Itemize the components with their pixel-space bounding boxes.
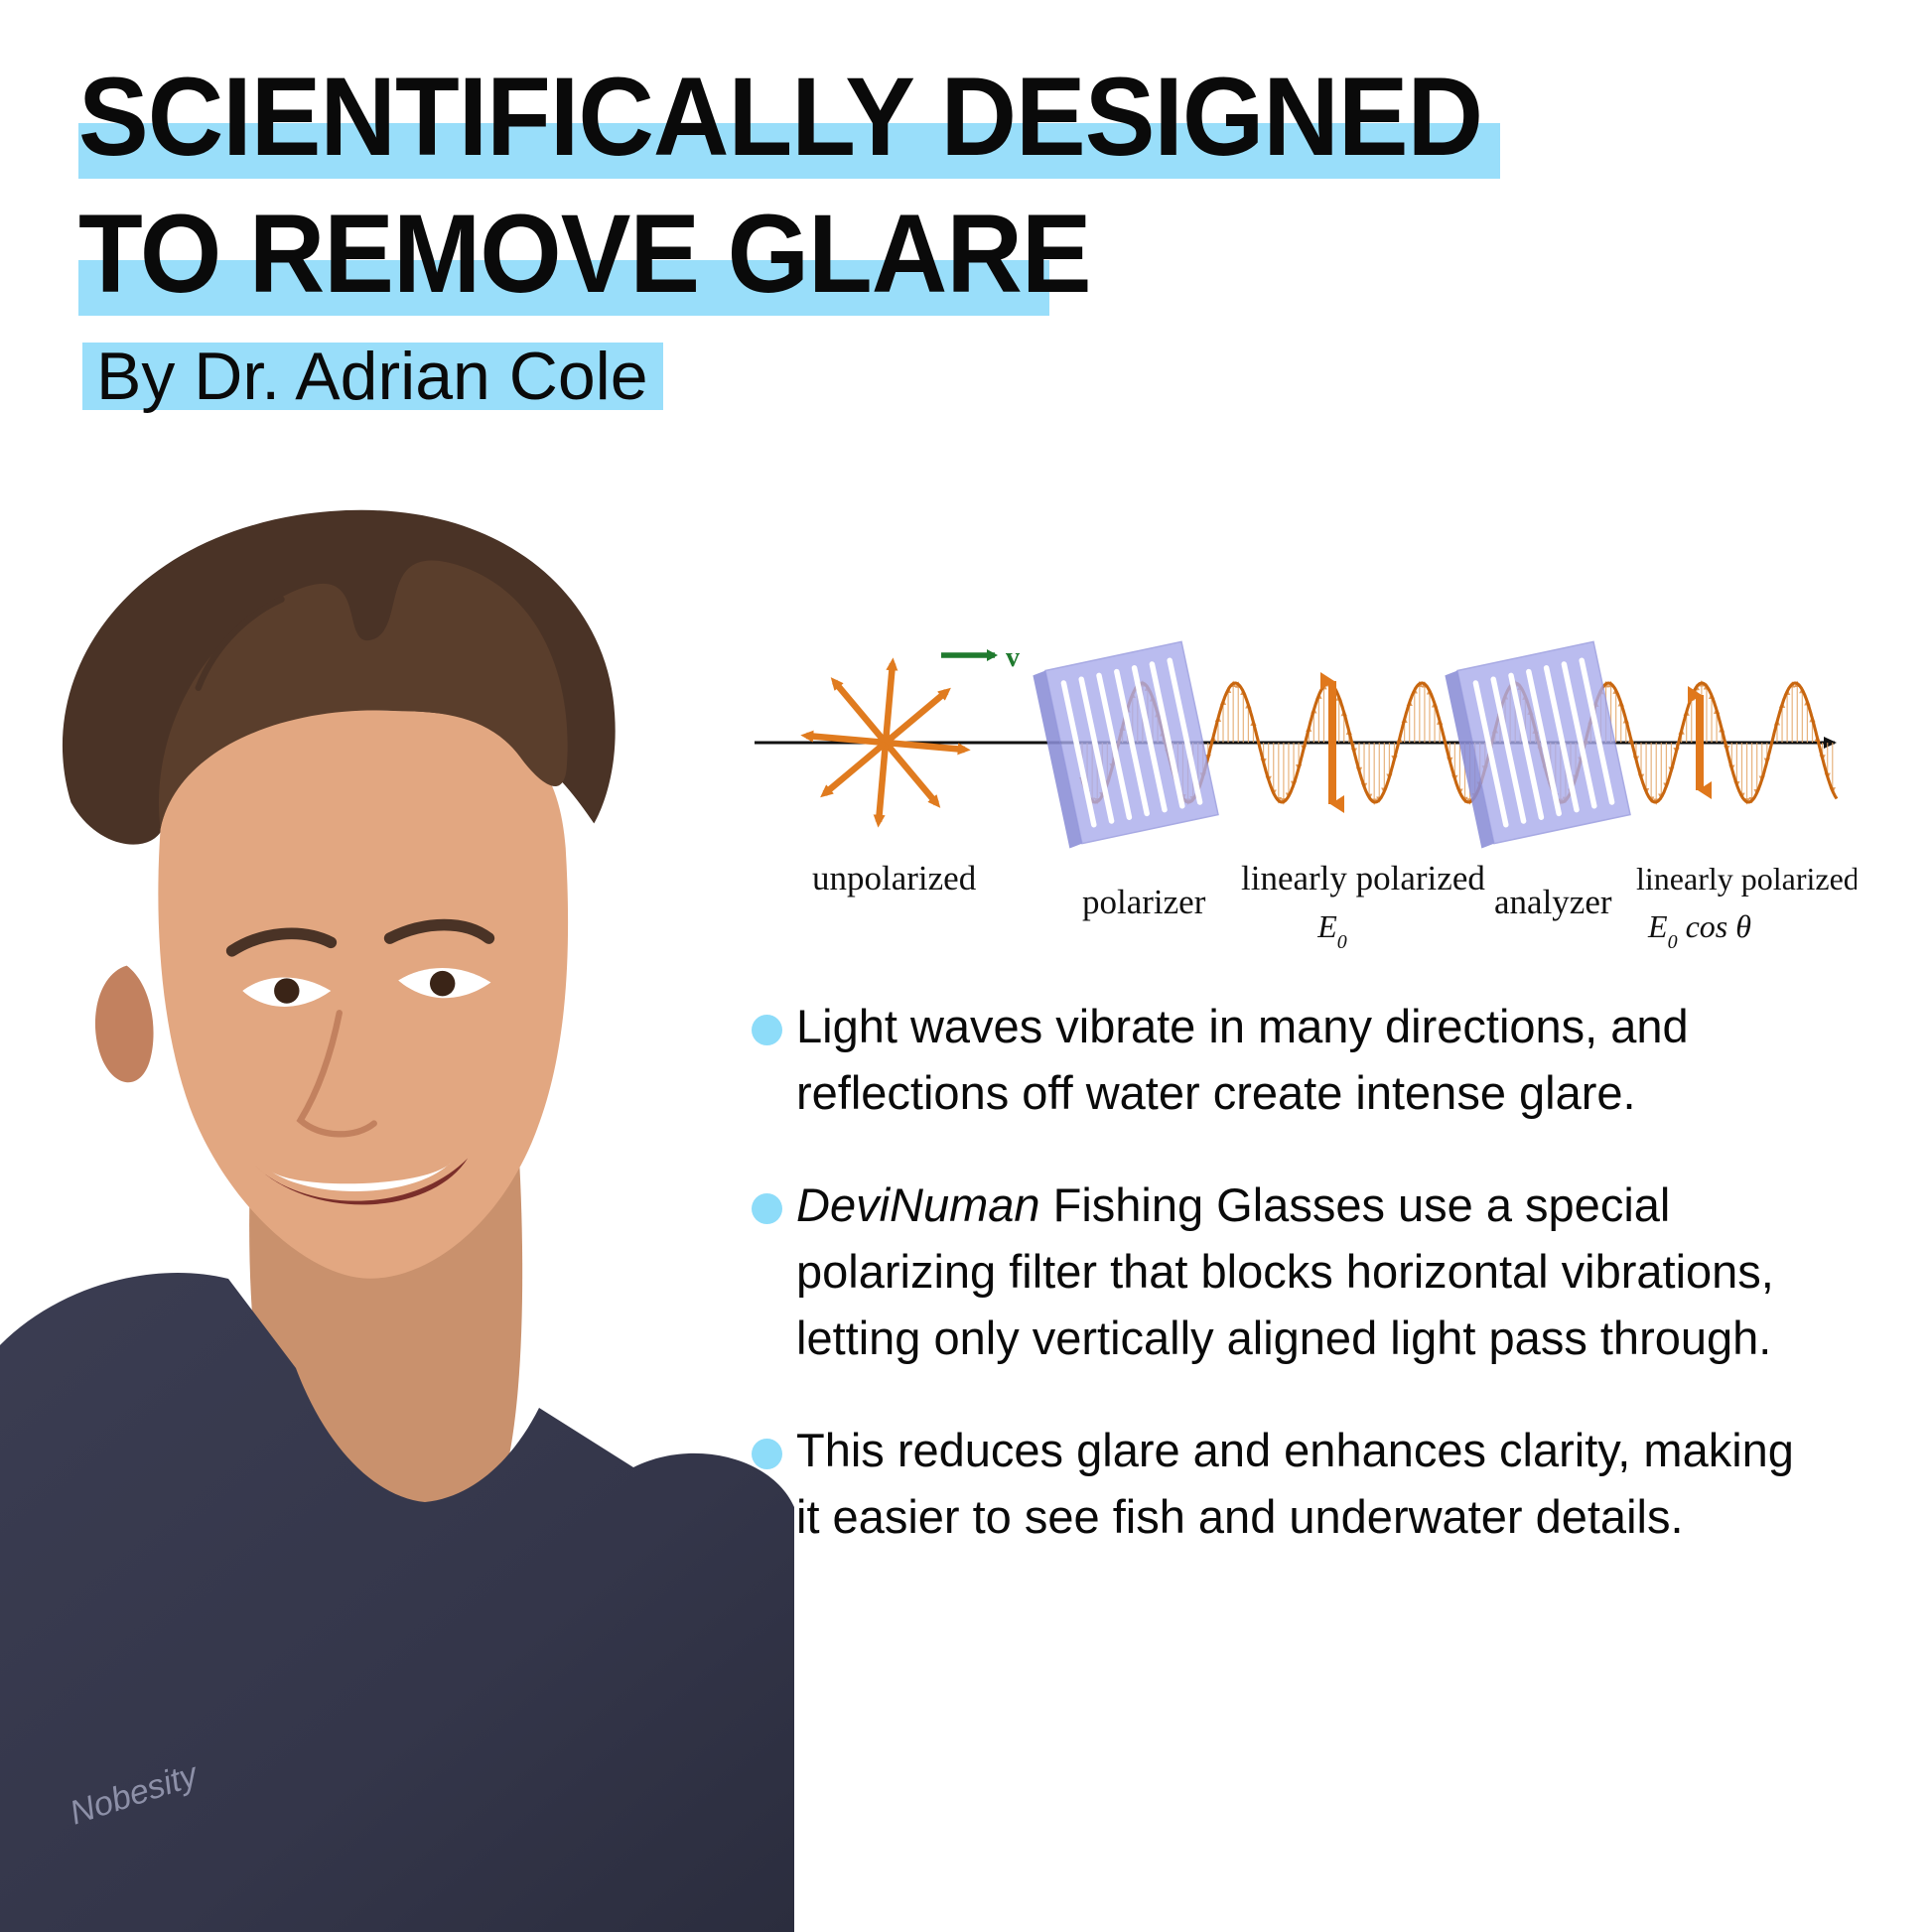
svg-text:linearly polarized: linearly polarized: [1636, 861, 1857, 897]
svg-text:linearly polarized: linearly polarized: [1241, 859, 1485, 897]
svg-text:E0: E0: [1316, 908, 1347, 953]
svg-text:E0 cos θ: E0 cos θ: [1647, 908, 1751, 953]
svg-text:polarizer: polarizer: [1082, 883, 1206, 921]
svg-text:v: v: [1006, 642, 1020, 673]
svg-text:analyzer: analyzer: [1494, 883, 1612, 921]
svg-text:unpolarized: unpolarized: [812, 859, 977, 897]
